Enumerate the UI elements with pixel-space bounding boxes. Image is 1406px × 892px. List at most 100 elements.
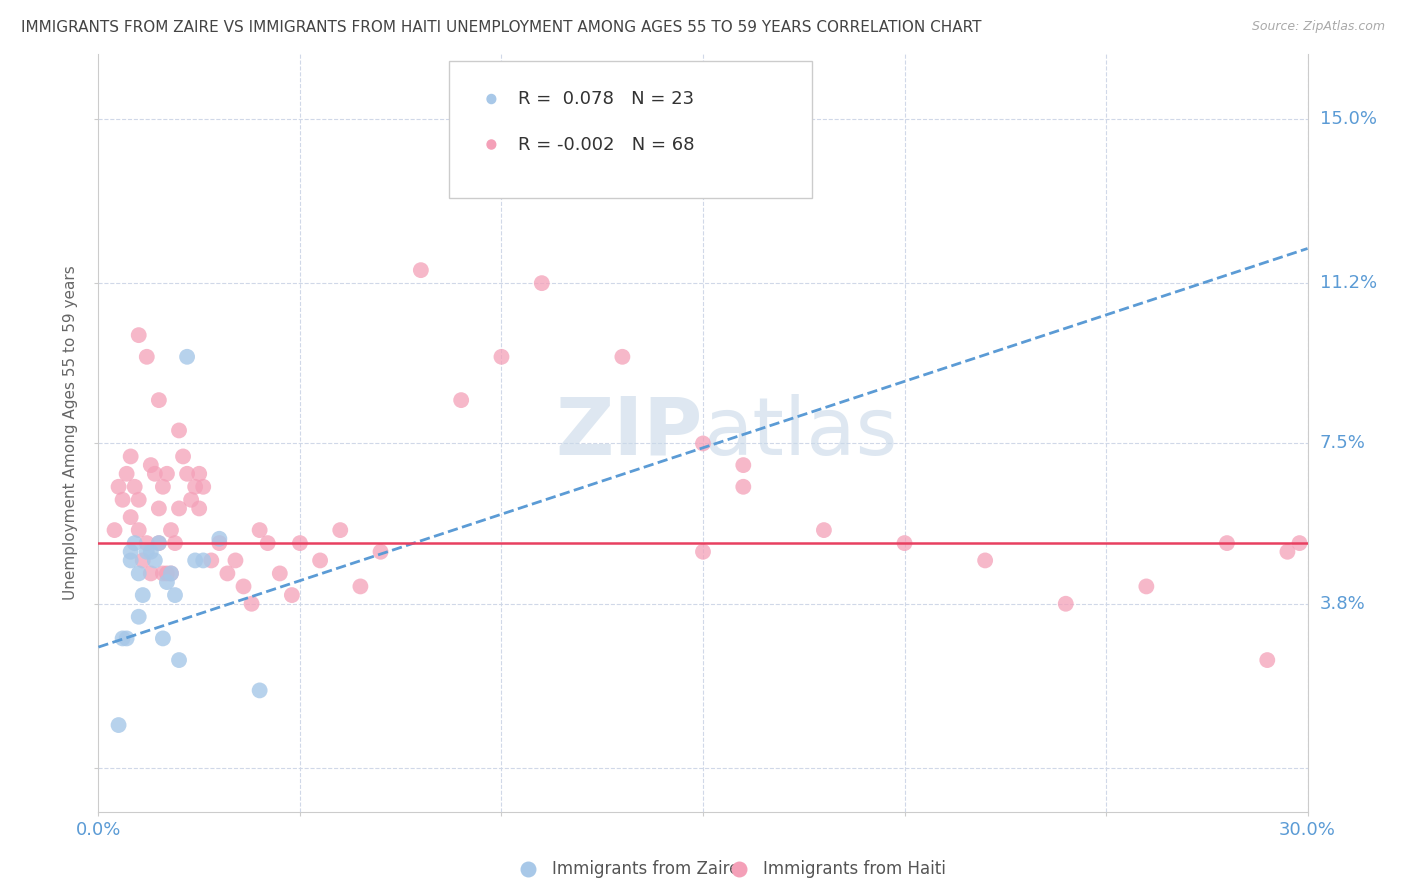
Point <box>139 458 162 472</box>
Point <box>224 553 246 567</box>
Point <box>180 492 202 507</box>
Point <box>160 566 183 581</box>
Point <box>120 545 142 559</box>
Point <box>156 575 179 590</box>
Point <box>152 566 174 581</box>
Point <box>167 501 190 516</box>
Ellipse shape <box>486 95 496 103</box>
Text: 11.2%: 11.2% <box>1320 274 1376 293</box>
Point <box>156 566 179 581</box>
FancyBboxPatch shape <box>449 62 811 198</box>
Point <box>329 523 352 537</box>
Point <box>256 536 278 550</box>
Point <box>309 553 332 567</box>
Point <box>193 553 215 567</box>
Point <box>1054 597 1077 611</box>
Point <box>491 350 513 364</box>
Point <box>232 579 254 593</box>
Point <box>184 480 207 494</box>
Point <box>148 536 170 550</box>
Point <box>167 653 190 667</box>
Text: atlas: atlas <box>703 393 897 472</box>
Point <box>160 523 183 537</box>
Point <box>450 393 472 408</box>
Point <box>733 458 755 472</box>
Text: R = -0.002   N = 68: R = -0.002 N = 68 <box>517 136 695 153</box>
Text: ZIP: ZIP <box>555 393 703 472</box>
Point <box>143 467 166 481</box>
Text: Immigrants from Haiti: Immigrants from Haiti <box>763 860 946 878</box>
Point <box>1216 536 1239 550</box>
Point <box>208 536 231 550</box>
Point <box>1288 536 1310 550</box>
Point <box>120 510 142 524</box>
Point <box>163 536 186 550</box>
Point <box>148 501 170 516</box>
Point <box>249 523 271 537</box>
Point <box>128 609 150 624</box>
Point <box>974 553 997 567</box>
Ellipse shape <box>486 140 496 149</box>
Point <box>172 450 194 464</box>
Point <box>111 632 134 646</box>
Point <box>200 553 222 567</box>
Text: R =  0.078   N = 23: R = 0.078 N = 23 <box>517 90 695 108</box>
Point <box>107 480 129 494</box>
Point <box>163 588 186 602</box>
Point <box>188 501 211 516</box>
Point <box>288 536 311 550</box>
Text: IMMIGRANTS FROM ZAIRE VS IMMIGRANTS FROM HAITI UNEMPLOYMENT AMONG AGES 55 TO 59 : IMMIGRANTS FROM ZAIRE VS IMMIGRANTS FROM… <box>21 20 981 35</box>
Text: Immigrants from Zaire: Immigrants from Zaire <box>551 860 740 878</box>
Point <box>1277 545 1299 559</box>
Point <box>349 579 371 593</box>
Point <box>152 632 174 646</box>
Text: 15.0%: 15.0% <box>1320 110 1376 128</box>
Point <box>111 492 134 507</box>
Point <box>188 467 211 481</box>
Point <box>128 566 150 581</box>
Point <box>135 536 157 550</box>
Point <box>893 536 915 550</box>
Point <box>139 566 162 581</box>
Point <box>240 597 263 611</box>
Point <box>176 350 198 364</box>
Point <box>120 553 142 567</box>
Point <box>156 467 179 481</box>
Point <box>103 523 125 537</box>
Point <box>128 523 150 537</box>
Point <box>124 536 146 550</box>
Point <box>193 480 215 494</box>
Point <box>115 632 138 646</box>
Point <box>184 553 207 567</box>
Text: 3.8%: 3.8% <box>1320 595 1365 613</box>
Point <box>208 532 231 546</box>
Point <box>692 545 714 559</box>
Point <box>132 588 155 602</box>
Point <box>269 566 291 581</box>
Text: 7.5%: 7.5% <box>1320 434 1365 452</box>
Point <box>370 545 392 559</box>
Point <box>152 480 174 494</box>
Point <box>167 424 190 438</box>
Point <box>139 545 162 559</box>
Point <box>409 263 432 277</box>
Point <box>115 467 138 481</box>
Point <box>124 480 146 494</box>
Point <box>132 553 155 567</box>
Point <box>813 523 835 537</box>
Point <box>107 718 129 732</box>
Point <box>249 683 271 698</box>
Point <box>217 566 239 581</box>
Point <box>148 393 170 408</box>
Point <box>692 436 714 450</box>
Point <box>148 536 170 550</box>
Point <box>176 467 198 481</box>
Point <box>160 566 183 581</box>
Point <box>135 350 157 364</box>
Text: Source: ZipAtlas.com: Source: ZipAtlas.com <box>1251 20 1385 33</box>
Point <box>612 350 634 364</box>
Point <box>143 553 166 567</box>
Point <box>128 492 150 507</box>
Point <box>120 450 142 464</box>
Point <box>733 480 755 494</box>
